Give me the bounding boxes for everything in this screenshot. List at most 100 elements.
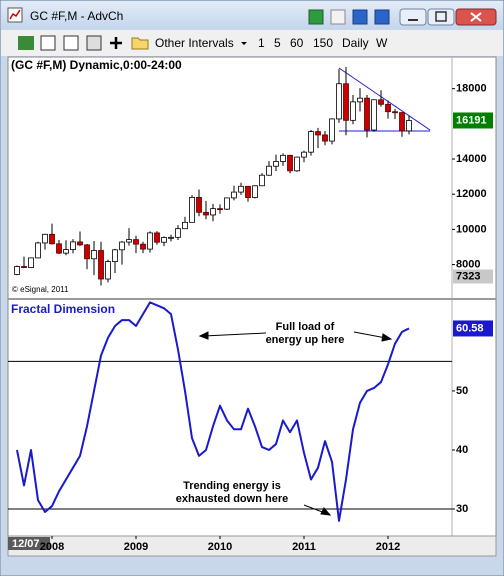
chart-area bbox=[7, 56, 497, 557]
toolbar-icon[interactable] bbox=[18, 36, 34, 50]
y-tick-label: 40 bbox=[456, 444, 468, 456]
candle-body bbox=[294, 156, 300, 172]
maximize-button[interactable] bbox=[427, 8, 455, 26]
candle-body bbox=[210, 208, 216, 216]
annotation: Full load of bbox=[276, 321, 335, 333]
candle-body bbox=[133, 239, 139, 245]
candle-body bbox=[70, 241, 76, 251]
candle-body bbox=[28, 257, 34, 268]
x-tick-label: 2012 bbox=[376, 541, 400, 553]
candle-body bbox=[259, 174, 265, 187]
candle-body bbox=[49, 233, 55, 245]
toolbar-icon[interactable] bbox=[40, 35, 56, 51]
arrow-head bbox=[198, 331, 209, 340]
candle-body bbox=[84, 244, 90, 260]
close-glyph bbox=[470, 12, 482, 22]
candle-body bbox=[315, 131, 321, 136]
candle-body bbox=[245, 185, 251, 198]
window-title: GC #F,M - AdvCh bbox=[30, 9, 123, 23]
toolbar-icons[interactable] bbox=[18, 35, 149, 51]
toolbar bbox=[1, 30, 503, 56]
interval-button[interactable]: 1 bbox=[258, 36, 265, 50]
x-tick-label: 2009 bbox=[124, 541, 148, 553]
candle-body bbox=[301, 151, 307, 158]
maximize-glyph bbox=[435, 11, 447, 22]
plot-layer: 1 5 60 150 Daily W 8000 10000 12000 14000 18000 161… bbox=[8, 36, 493, 553]
candle-body bbox=[238, 185, 244, 193]
toolbar-icon[interactable] bbox=[110, 37, 122, 49]
last-price-box bbox=[453, 112, 493, 129]
trendline bbox=[338, 67, 431, 131]
interval-dropdown[interactable]: Other Intervals bbox=[155, 36, 234, 50]
tool-button[interactable] bbox=[374, 9, 390, 25]
toolbar-icon[interactable] bbox=[63, 35, 79, 51]
candle-body bbox=[189, 196, 195, 223]
tool-button[interactable] bbox=[352, 9, 368, 25]
toolbar-icon[interactable] bbox=[131, 37, 149, 50]
y-tick-label: 12000 bbox=[456, 188, 487, 200]
candle-body bbox=[224, 197, 230, 210]
candle-body bbox=[371, 99, 377, 131]
candle-body bbox=[196, 196, 202, 213]
arrow-head bbox=[320, 507, 332, 516]
credit: © eSignal, 2011 bbox=[12, 285, 69, 294]
candle-body bbox=[308, 131, 314, 153]
y-tick-label: 50 bbox=[456, 385, 468, 397]
candle-body bbox=[112, 249, 118, 262]
candle-body bbox=[399, 112, 405, 132]
app-icon bbox=[7, 7, 23, 23]
candle-body bbox=[154, 232, 160, 243]
last-value-label: 60.58 bbox=[456, 322, 484, 334]
tool-button[interactable] bbox=[308, 9, 324, 25]
candle-body bbox=[91, 250, 97, 260]
interval-button[interactable]: 150 bbox=[313, 36, 333, 50]
candle-body bbox=[336, 83, 342, 120]
last-price-label: 16191 bbox=[456, 114, 487, 126]
candle-body bbox=[280, 154, 286, 162]
interval-button[interactable]: 60 bbox=[290, 36, 304, 50]
window-controls[interactable] bbox=[399, 8, 497, 26]
y-tick-label: 8000 bbox=[456, 258, 480, 270]
x-tick-label: 2010 bbox=[208, 541, 232, 553]
toolbar-icon[interactable] bbox=[86, 35, 102, 51]
candle-body bbox=[322, 134, 328, 142]
x-axis-strip bbox=[7, 535, 497, 557]
arrow-head bbox=[381, 333, 393, 342]
candle-body bbox=[203, 211, 209, 216]
y-tick-label: 14000 bbox=[456, 153, 487, 165]
candle-body bbox=[140, 243, 146, 250]
arrow bbox=[203, 332, 267, 337]
toolbar-texts: Other Intervals bbox=[155, 36, 247, 50]
interval-button[interactable]: W bbox=[376, 36, 388, 50]
candle-body bbox=[385, 103, 391, 113]
indicator-title: Fractal Dimension bbox=[11, 302, 115, 316]
candle-body bbox=[147, 232, 153, 250]
indicator-line bbox=[16, 301, 410, 522]
arrow bbox=[353, 331, 387, 339]
candle-body bbox=[21, 266, 27, 268]
candle-body bbox=[35, 242, 41, 259]
panel-divider bbox=[8, 298, 496, 300]
candle-body bbox=[364, 97, 370, 131]
minimize-button[interactable] bbox=[399, 8, 427, 26]
candle-body bbox=[392, 111, 398, 114]
interval-button[interactable]: 5 bbox=[274, 36, 281, 50]
y-tick-label: 30 bbox=[456, 503, 468, 515]
candle-body bbox=[56, 243, 62, 254]
price-chart-title: (GC #F,M) Dynamic,0:00-24:00 bbox=[11, 58, 182, 72]
candle-body bbox=[161, 237, 167, 243]
annotation: exhausted down here bbox=[176, 493, 288, 505]
y-tick-label: 10000 bbox=[456, 223, 487, 235]
cursor-date: 12/07 bbox=[12, 538, 40, 550]
candle-body bbox=[343, 83, 349, 121]
dropdown-arrow[interactable] bbox=[241, 42, 247, 45]
interval-button[interactable]: Daily bbox=[342, 36, 369, 50]
annotation: Trending energy is bbox=[183, 480, 281, 492]
candle-body bbox=[287, 154, 293, 172]
tool-button[interactable] bbox=[330, 9, 346, 25]
trendlines bbox=[338, 67, 431, 132]
title-tools[interactable] bbox=[308, 9, 390, 25]
